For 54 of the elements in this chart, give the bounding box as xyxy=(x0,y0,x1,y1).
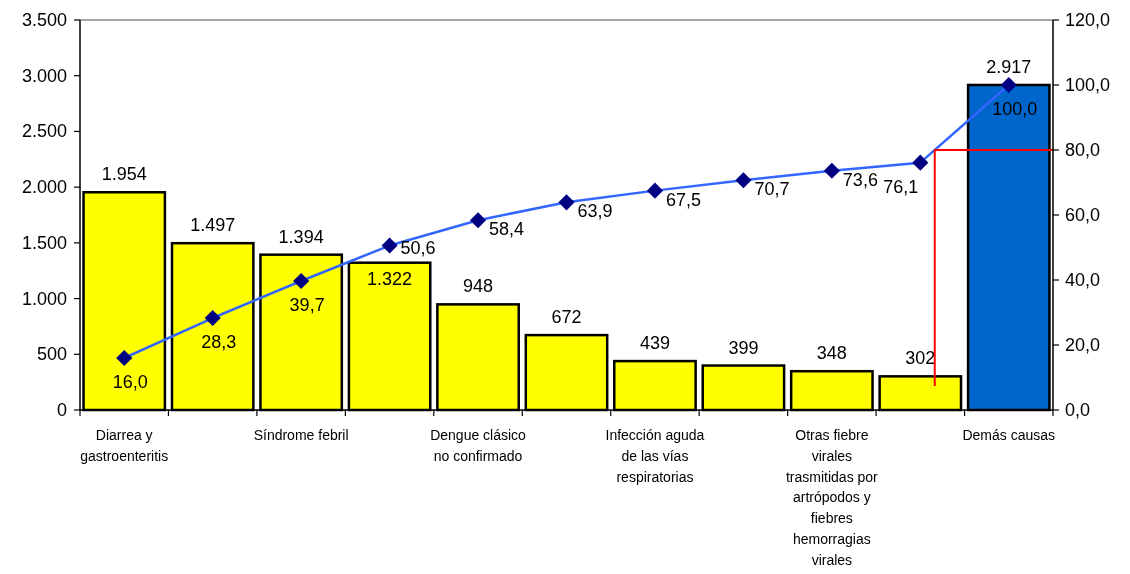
data-label: 50,6 xyxy=(400,237,436,258)
x-tick-label: Dengue clásico no confirmado xyxy=(430,427,527,464)
point xyxy=(469,212,487,229)
data-label: 439 xyxy=(639,333,670,354)
data-label: 1.497 xyxy=(190,215,236,236)
y2-tick-label: 0,0 xyxy=(1065,400,1091,420)
data-label: 39,7 xyxy=(289,294,325,315)
data-label: 63,9 xyxy=(577,201,613,222)
y2-tick-label: 40,0 xyxy=(1065,270,1101,290)
point xyxy=(116,349,133,367)
y-tick-label: 2.500 xyxy=(21,121,67,142)
data-label: 1.954 xyxy=(101,164,147,185)
data-label: 672 xyxy=(551,307,582,328)
y-tick-label: 0 xyxy=(56,400,67,420)
y-tick-label: 2.000 xyxy=(21,177,67,198)
y2-tick-label: 60,0 xyxy=(1065,205,1101,225)
y-tick-label: 3.000 xyxy=(21,65,67,86)
point xyxy=(912,154,929,171)
point xyxy=(823,162,840,179)
point xyxy=(646,182,664,199)
data-label: 1.322 xyxy=(367,268,413,289)
point xyxy=(735,172,752,189)
x-tick-label: Otras fiebre virales trasmitidas por artrópodos y fiebres hemorragias virales xyxy=(785,427,879,568)
data-label: 1.394 xyxy=(278,226,324,247)
point xyxy=(1000,76,1017,94)
y-tick-label: 3.500 xyxy=(21,10,67,30)
data-label: 73,6 xyxy=(842,169,878,190)
y2-tick-label: 20,0 xyxy=(1065,335,1101,355)
data-label: 948 xyxy=(463,276,494,297)
data-label: 67,5 xyxy=(665,189,701,210)
y-tick-label: 1.000 xyxy=(21,288,67,309)
x-tick-label: Diarrea y gastroenteritis xyxy=(80,427,169,464)
point xyxy=(558,194,575,211)
data-label: 2.917 xyxy=(986,56,1032,77)
data-label: 399 xyxy=(728,337,759,358)
y-tick-label: 500 xyxy=(36,344,67,365)
x-tick-label: Síndrome febril xyxy=(253,427,349,443)
data-label: 100,0 xyxy=(992,99,1038,119)
data-label: 28,3 xyxy=(201,332,237,353)
data-label: 70,7 xyxy=(754,179,790,200)
x-tick-label: Demás causas xyxy=(962,427,1056,443)
data-label: 348 xyxy=(816,343,847,364)
data-label: 58,4 xyxy=(489,219,525,240)
point xyxy=(293,272,310,290)
y-tick-label: 1.500 xyxy=(21,232,67,253)
point xyxy=(204,309,221,327)
x-tick-label: Infección aguda de las vías respiratorias xyxy=(605,427,705,485)
y2-tick-label: 100,0 xyxy=(1065,75,1111,95)
data-label: 302 xyxy=(905,348,936,369)
y2-tick-label: 80,0 xyxy=(1065,140,1101,160)
point xyxy=(381,237,398,254)
data-label: 16,0 xyxy=(112,372,148,392)
data-label: 76,1 xyxy=(883,176,919,197)
y2-tick-label: 120,0 xyxy=(1065,10,1111,30)
